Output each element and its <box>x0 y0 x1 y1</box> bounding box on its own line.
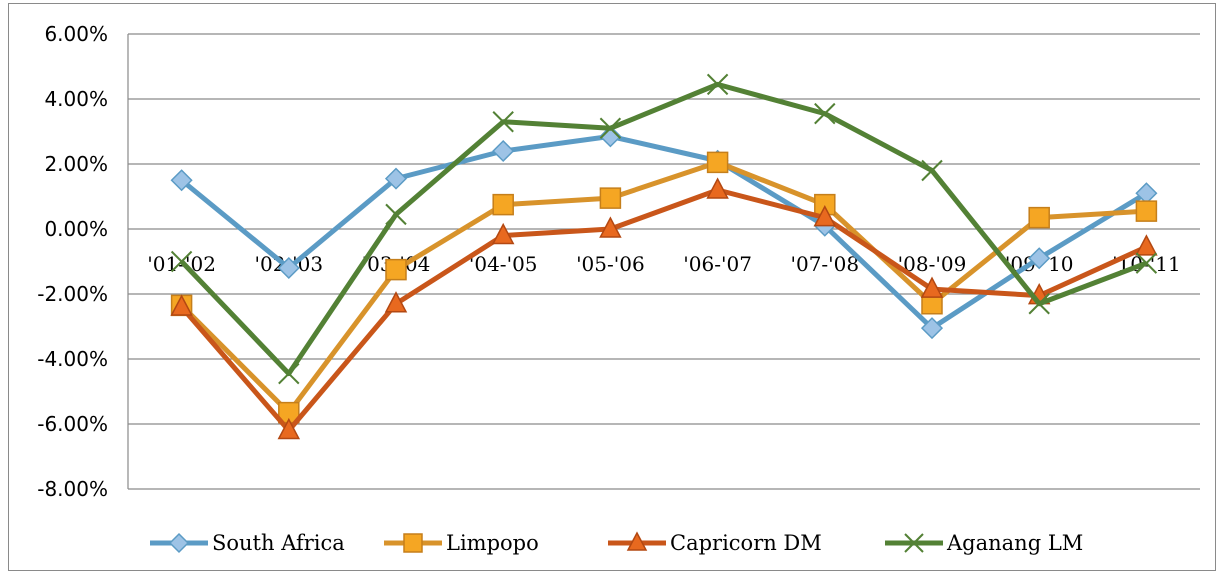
y-tick-label: -2.00% <box>37 282 108 306</box>
legend-item: Limpopo <box>384 531 539 555</box>
legend: South Africa Limpopo Capricorn DM Aganang L… <box>150 531 1083 555</box>
point-marker <box>706 151 729 174</box>
point-marker <box>384 167 408 190</box>
point-marker <box>491 222 515 245</box>
point-marker-stroke <box>385 203 407 226</box>
point-marker <box>492 139 515 163</box>
series-group <box>170 73 1158 440</box>
point-marker <box>920 276 944 298</box>
series-line <box>179 159 1147 416</box>
series-capricorn-dm <box>170 177 1158 440</box>
point-marker <box>168 532 190 554</box>
point-marker <box>599 125 622 148</box>
point-marker-stroke <box>278 362 300 385</box>
point-marker <box>1028 206 1050 229</box>
point-marker-stroke <box>814 102 836 125</box>
point-marker <box>626 531 648 551</box>
series-line <box>179 81 1148 377</box>
point-marker <box>599 117 622 139</box>
point-marker <box>492 111 514 133</box>
series-line <box>180 133 1148 331</box>
legend-label: Capricorn DM <box>670 531 822 555</box>
point-marker-stroke <box>921 159 943 182</box>
point-marker <box>599 216 622 238</box>
point-marker-stroke <box>904 533 924 553</box>
point-marker <box>920 317 944 340</box>
point-marker <box>1135 252 1158 274</box>
y-axis-ticks: 6.00% 4.00% 2.00% 0.00% -2.00% -4.00% -6.00% -8… <box>37 22 108 501</box>
point-marker <box>277 256 300 280</box>
point-marker <box>1135 200 1158 222</box>
point-marker <box>385 258 407 281</box>
point-marker-stroke <box>1135 252 1158 274</box>
y-tick-label: -8.00% <box>37 477 108 501</box>
legend-item: Capricorn DM <box>608 531 822 555</box>
y-tick-label: 2.00% <box>44 152 108 176</box>
legend-label: Aganang LM <box>946 531 1083 555</box>
point-marker <box>599 187 622 209</box>
point-marker-stroke <box>170 250 193 273</box>
point-marker-stroke <box>1028 293 1050 315</box>
point-marker <box>170 169 193 192</box>
point-marker <box>1135 234 1158 256</box>
point-marker <box>278 362 300 385</box>
point-marker-stroke <box>599 117 622 139</box>
series-limpopo <box>170 151 1158 424</box>
legend-item: South Africa <box>150 531 345 555</box>
y-tick-label: 0.00% <box>44 217 108 241</box>
y-tick-label: 4.00% <box>44 87 108 111</box>
series-line <box>179 187 1148 433</box>
point-marker <box>170 250 193 273</box>
point-marker <box>384 291 408 313</box>
point-marker-stroke <box>492 111 514 133</box>
point-marker <box>1028 293 1050 315</box>
point-marker <box>706 73 729 96</box>
point-marker <box>1028 247 1051 270</box>
point-marker <box>385 203 407 226</box>
point-marker <box>403 533 423 553</box>
point-marker <box>706 177 729 199</box>
point-marker <box>814 102 836 125</box>
point-marker <box>170 294 193 316</box>
point-marker <box>492 193 514 216</box>
point-marker <box>921 159 943 182</box>
x-tick-label: '07-'08 <box>790 252 859 276</box>
legend-label: Limpopo <box>446 531 539 555</box>
legend-item: Aganang LM <box>885 531 1083 555</box>
y-tick-label: -6.00% <box>37 412 108 436</box>
point-marker <box>277 417 301 440</box>
point-marker <box>904 533 924 553</box>
series-aganang-lm <box>170 73 1158 385</box>
x-tick-label: '05-'06 <box>576 252 645 276</box>
y-tick-label: -4.00% <box>37 347 108 371</box>
point-marker <box>813 205 837 227</box>
legend-label: South Africa <box>212 531 345 555</box>
x-tick-label: '04-'05 <box>469 252 538 276</box>
series-south-africa <box>170 125 1158 340</box>
x-tick-label: '06-'07 <box>683 252 752 276</box>
y-tick-label: 6.00% <box>44 22 108 46</box>
point-marker-stroke <box>706 73 729 96</box>
gridlines <box>127 33 1200 490</box>
